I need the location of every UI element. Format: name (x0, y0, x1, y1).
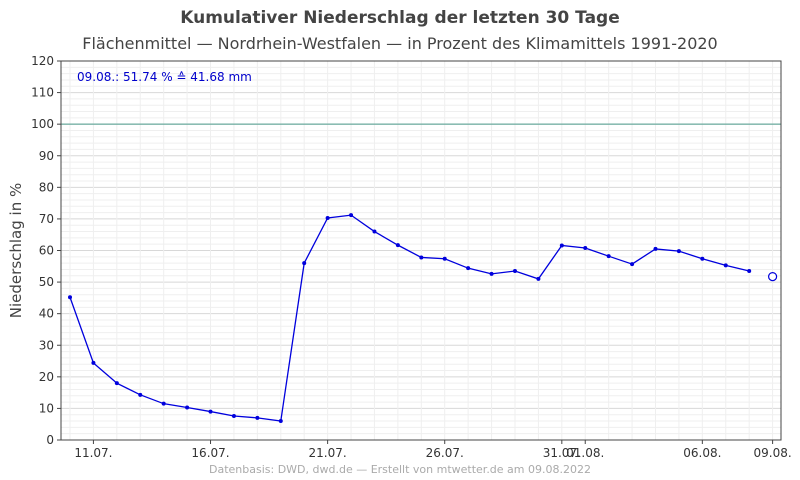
data-point (583, 245, 588, 250)
footer-source: Datenbasis: DWD, dwd.de — Erstellt von m… (208, 463, 591, 476)
x-tick-label: 01.08. (566, 446, 604, 460)
data-point (114, 381, 119, 386)
data-point (395, 243, 400, 248)
current-value-annotation: 09.08.: 51.74 % ≙ 41.68 mm (77, 70, 252, 84)
chart-title: Kumulativer Niederschlag der letzten 30 … (180, 8, 620, 28)
data-point (208, 409, 213, 414)
y-tick-label: 80 (39, 180, 54, 194)
data-point (419, 255, 424, 260)
data-point (630, 262, 635, 267)
x-tick-label: 11.07. (74, 446, 112, 460)
series-layer (68, 213, 778, 424)
data-point (302, 261, 307, 266)
data-point (161, 401, 166, 406)
data-point (91, 360, 96, 365)
y-tick-label: 10 (39, 401, 54, 415)
y-axis-label: Niederschlag in % (7, 183, 25, 318)
x-tick-label: 16.07. (191, 446, 229, 460)
data-point (559, 243, 564, 248)
x-tick-label: 06.08. (683, 446, 721, 460)
data-point (325, 215, 330, 220)
data-point (536, 276, 541, 281)
data-point (278, 419, 283, 424)
y-tick-label: 0 (46, 433, 54, 447)
x-tick-label: 21.07. (309, 446, 347, 460)
data-point (512, 269, 517, 274)
data-point (255, 415, 260, 420)
y-tick-label: 40 (39, 307, 54, 321)
x-tick-label: 09.08. (754, 446, 792, 460)
x-tick-label: 31.07. (543, 446, 581, 460)
data-point (489, 271, 494, 276)
data-point (372, 229, 377, 234)
data-point (231, 413, 236, 418)
y-tick-label: 90 (39, 149, 54, 163)
y-tick-label: 70 (39, 212, 54, 226)
y-tick-label: 110 (31, 86, 54, 100)
data-point (653, 246, 658, 251)
x-tick-label: 26.07. (426, 446, 464, 460)
data-point (606, 254, 611, 259)
y-tick-label: 50 (39, 275, 54, 289)
x-axis-ticks: 11.07. 16.07. 21.07. 26.07. 31.07.01.08. 06.0… (74, 440, 792, 460)
chart-subtitle: Flächenmittel — Nordrhein-Westfalen — in… (82, 34, 718, 53)
data-point (723, 263, 728, 268)
data-point (349, 213, 354, 218)
data-point (185, 405, 190, 410)
y-tick-label: 60 (39, 244, 54, 258)
data-point (442, 256, 447, 261)
data-point (700, 256, 705, 261)
y-axis-ticks: 0 10 20 30 40 50 60 70 80 90 100 110 120 (31, 54, 61, 447)
y-tick-label: 100 (31, 117, 54, 131)
y-tick-label: 30 (39, 338, 54, 352)
data-point (747, 269, 752, 274)
y-tick-label: 20 (39, 370, 54, 384)
data-point (466, 266, 471, 271)
data-point (676, 249, 681, 254)
data-point (68, 295, 72, 300)
current-value-marker (767, 271, 778, 282)
data-point (138, 392, 143, 397)
series-line (69, 214, 750, 422)
y-tick-label: 120 (31, 54, 54, 68)
